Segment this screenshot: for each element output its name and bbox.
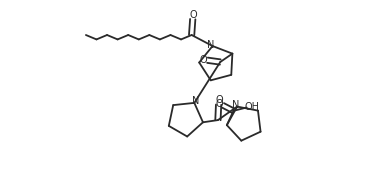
Text: O: O	[189, 10, 197, 20]
Text: O: O	[215, 95, 223, 105]
Text: N: N	[207, 40, 214, 50]
Text: N: N	[192, 96, 200, 106]
Text: O: O	[200, 55, 207, 65]
Text: OH: OH	[244, 102, 260, 112]
Text: O: O	[215, 99, 223, 109]
Text: N: N	[232, 100, 239, 110]
